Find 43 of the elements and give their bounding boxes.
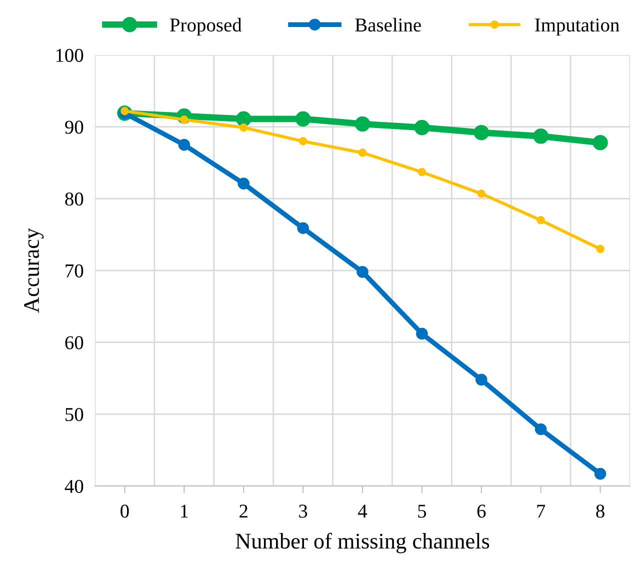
y-tick-label: 70 bbox=[66, 264, 84, 278]
x-tick-label: 3 bbox=[299, 504, 308, 518]
y-tick-label: 50 bbox=[66, 408, 84, 422]
point bbox=[414, 120, 430, 136]
point bbox=[297, 222, 309, 234]
x-tick-label: 8 bbox=[596, 504, 604, 518]
point bbox=[354, 116, 370, 132]
point bbox=[596, 244, 604, 254]
point bbox=[239, 123, 248, 132]
point bbox=[358, 148, 367, 157]
x-tick-label: 7 bbox=[537, 504, 546, 518]
point bbox=[477, 189, 486, 198]
point bbox=[416, 328, 428, 340]
point bbox=[536, 216, 545, 224]
point bbox=[533, 128, 548, 144]
legend-label: Proposed bbox=[170, 18, 242, 36]
y-tick-label: 100 bbox=[56, 48, 84, 62]
point bbox=[298, 137, 308, 146]
x-tick-label: 0 bbox=[120, 504, 129, 518]
x-tick-label: 4 bbox=[358, 504, 368, 518]
point bbox=[236, 111, 252, 127]
point bbox=[474, 124, 490, 140]
x-tick-label: 6 bbox=[477, 504, 486, 518]
point bbox=[178, 138, 190, 151]
y-tick-label: 80 bbox=[65, 192, 84, 206]
y-axis-title: Accuracy bbox=[24, 228, 44, 313]
y-tick-label: 90 bbox=[65, 120, 84, 134]
point bbox=[534, 423, 547, 436]
point bbox=[238, 178, 250, 190]
x-tick-label: 5 bbox=[418, 504, 426, 518]
point bbox=[295, 111, 311, 127]
point bbox=[592, 134, 608, 150]
legend-label: Baseline bbox=[355, 18, 421, 32]
point bbox=[356, 266, 368, 278]
x-tick-label: 1 bbox=[181, 504, 188, 518]
legend-label: Imputation bbox=[535, 18, 620, 36]
y-tick-label: 60 bbox=[65, 336, 84, 350]
x-tick-label: 2 bbox=[240, 504, 248, 518]
y-tick-label: 40 bbox=[64, 480, 84, 493]
point bbox=[594, 468, 606, 480]
point bbox=[475, 374, 488, 386]
x-axis-title: Number of missing channels bbox=[236, 532, 490, 554]
point bbox=[418, 168, 426, 176]
